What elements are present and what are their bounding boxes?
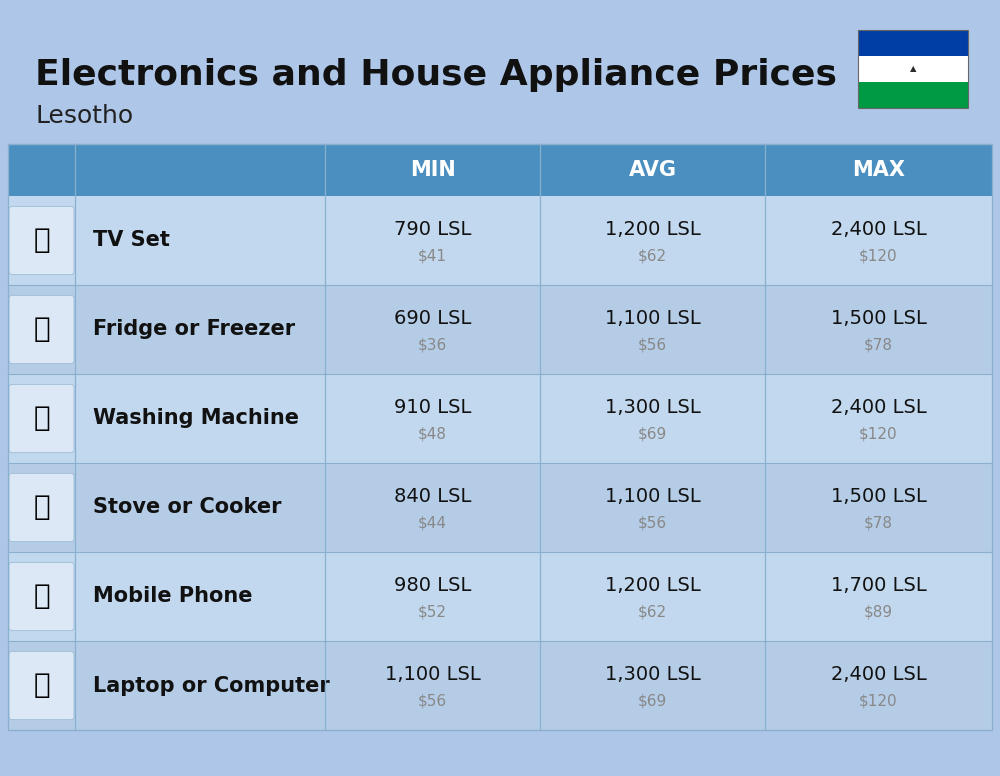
Text: 1,300 LSL: 1,300 LSL	[605, 665, 700, 684]
Text: $36: $36	[418, 338, 447, 353]
Text: 💻: 💻	[33, 671, 50, 699]
Text: 1,100 LSL: 1,100 LSL	[385, 665, 480, 684]
Text: 1,100 LSL: 1,100 LSL	[605, 309, 700, 328]
Bar	[8, 144, 992, 196]
Bar	[8, 641, 992, 730]
Text: 🔥: 🔥	[33, 494, 50, 521]
Text: $56: $56	[638, 516, 667, 531]
Text: 1,200 LSL: 1,200 LSL	[605, 220, 700, 239]
Bar	[8, 552, 992, 641]
Text: AVG: AVG	[629, 160, 676, 180]
Bar	[8, 374, 992, 463]
Text: 910 LSL: 910 LSL	[394, 398, 471, 417]
Bar	[8, 144, 992, 730]
Text: $89: $89	[864, 605, 893, 620]
Bar	[858, 56, 968, 82]
Text: Electronics and House Appliance Prices: Electronics and House Appliance Prices	[35, 58, 837, 92]
Text: TV Set: TV Set	[93, 230, 170, 251]
Text: $69: $69	[638, 694, 667, 709]
Text: $120: $120	[859, 694, 898, 709]
Text: Mobile Phone: Mobile Phone	[93, 587, 252, 607]
Text: 2,400 LSL: 2,400 LSL	[831, 398, 926, 417]
Text: $120: $120	[859, 427, 898, 442]
FancyBboxPatch shape	[9, 651, 74, 719]
Text: MIN: MIN	[410, 160, 455, 180]
Text: Washing Machine: Washing Machine	[93, 408, 299, 428]
Text: $62: $62	[638, 249, 667, 264]
Text: 2,400 LSL: 2,400 LSL	[831, 220, 926, 239]
Text: $41: $41	[418, 249, 447, 264]
Text: Lesotho: Lesotho	[35, 104, 133, 128]
Text: $56: $56	[418, 694, 447, 709]
Bar	[8, 463, 992, 552]
Text: 1,100 LSL: 1,100 LSL	[605, 487, 700, 506]
Text: $62: $62	[638, 605, 667, 620]
Text: $78: $78	[864, 338, 893, 353]
Text: 690 LSL: 690 LSL	[394, 309, 471, 328]
Text: 🌀: 🌀	[33, 404, 50, 432]
Text: 1,500 LSL: 1,500 LSL	[831, 309, 926, 328]
Bar	[858, 30, 968, 56]
FancyBboxPatch shape	[9, 563, 74, 631]
Text: $56: $56	[638, 338, 667, 353]
Bar	[8, 285, 992, 374]
Text: 🧊: 🧊	[33, 316, 50, 344]
Text: $78: $78	[864, 516, 893, 531]
Text: Laptop or Computer: Laptop or Computer	[93, 675, 330, 695]
Text: 📺: 📺	[33, 227, 50, 255]
Text: Fridge or Freezer: Fridge or Freezer	[93, 320, 295, 339]
FancyBboxPatch shape	[9, 473, 74, 542]
FancyBboxPatch shape	[9, 384, 74, 452]
Bar	[858, 30, 968, 108]
Text: 980 LSL: 980 LSL	[394, 576, 471, 595]
Text: ▲: ▲	[910, 64, 916, 74]
Text: MAX: MAX	[852, 160, 905, 180]
Text: 840 LSL: 840 LSL	[394, 487, 471, 506]
Text: $52: $52	[418, 605, 447, 620]
Text: $48: $48	[418, 427, 447, 442]
Text: 790 LSL: 790 LSL	[394, 220, 471, 239]
Text: 📱: 📱	[33, 583, 50, 611]
Bar	[8, 196, 992, 285]
FancyBboxPatch shape	[9, 206, 74, 275]
Text: $120: $120	[859, 249, 898, 264]
Text: 1,300 LSL: 1,300 LSL	[605, 398, 700, 417]
Text: 1,700 LSL: 1,700 LSL	[831, 576, 926, 595]
Text: 2,400 LSL: 2,400 LSL	[831, 665, 926, 684]
Text: $44: $44	[418, 516, 447, 531]
Text: 1,200 LSL: 1,200 LSL	[605, 576, 700, 595]
Bar	[858, 82, 968, 108]
Text: Stove or Cooker: Stove or Cooker	[93, 497, 282, 518]
FancyBboxPatch shape	[9, 296, 74, 364]
Text: 1,500 LSL: 1,500 LSL	[831, 487, 926, 506]
Text: $69: $69	[638, 427, 667, 442]
